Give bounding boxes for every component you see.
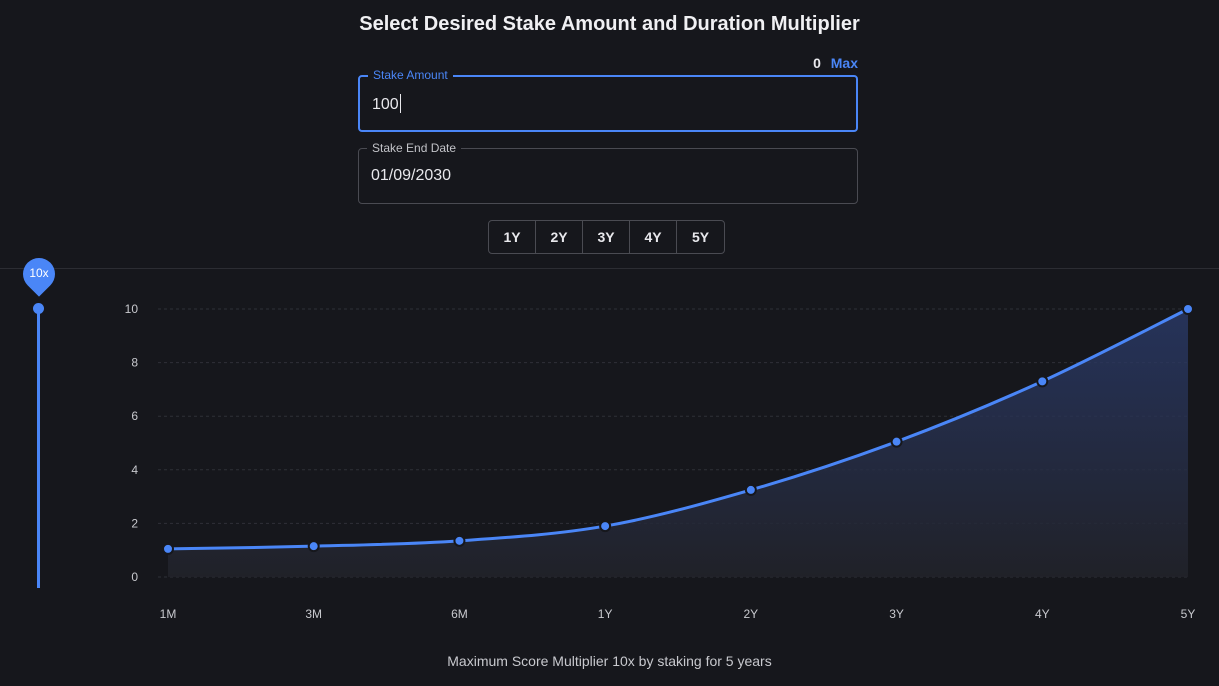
- range-button-5y[interactable]: 5Y: [691, 229, 710, 245]
- range-button-4y[interactable]: 4Y: [630, 221, 677, 253]
- stake-amount-label: Stake Amount: [368, 68, 453, 82]
- y-tick-label: 6: [131, 409, 138, 423]
- area-fill: [168, 309, 1188, 577]
- range-button-3y[interactable]: 3Y: [583, 221, 630, 253]
- data-point: [599, 520, 612, 533]
- stake-amount-field[interactable]: Stake Amount 100: [358, 68, 858, 132]
- x-tick-label: 4Y: [1035, 607, 1050, 621]
- section-divider: [0, 268, 1219, 269]
- text-caret: [399, 93, 401, 113]
- series-line: [167, 307, 1189, 551]
- stake-end-date-field[interactable]: Stake End Date 01/09/2030: [358, 141, 858, 204]
- y-tick-label: 0: [131, 570, 138, 584]
- balance-row: 0 Max: [358, 55, 858, 71]
- multiplier-slider-thumb[interactable]: [33, 303, 44, 314]
- range-button-1y[interactable]: 1Y: [489, 221, 536, 253]
- duration-range-group: 1Y 2Y 3Y 4Y 5Y: [488, 220, 725, 254]
- max-button[interactable]: Max: [830, 55, 858, 71]
- x-tick-label: 3Y: [889, 607, 904, 621]
- data-point: [1182, 303, 1194, 315]
- x-tick-label: 1M: [160, 607, 177, 621]
- data-point: [1036, 375, 1049, 388]
- stake-end-date-input[interactable]: 01/09/2030: [371, 167, 452, 184]
- data-point: [453, 534, 466, 547]
- balance-value: 0: [813, 55, 821, 71]
- stake-amount-input[interactable]: 100: [372, 95, 399, 113]
- data-point: [890, 435, 903, 448]
- range-button-2y[interactable]: 2Y: [536, 221, 583, 253]
- data-point: [162, 542, 174, 555]
- y-tick-label: 10: [125, 302, 139, 316]
- multiplier-slider-value: 10x: [29, 266, 49, 280]
- x-tick-label: 6M: [451, 607, 468, 621]
- x-tick-label: 5Y: [1181, 607, 1196, 621]
- data-point: [744, 483, 757, 496]
- chart-caption: Maximum Score Multiplier 10x by staking …: [447, 653, 772, 669]
- x-tick-label: 1Y: [598, 607, 613, 621]
- stake-end-date-label: Stake End Date: [367, 141, 462, 155]
- page-title: Select Desired Stake Amount and Duration…: [359, 13, 860, 35]
- y-tick-label: 2: [131, 516, 138, 530]
- y-tick-label: 8: [131, 356, 138, 370]
- x-tick-label: 2Y: [744, 607, 759, 621]
- multiplier-slider-track[interactable]: [37, 309, 40, 588]
- y-tick-label: 4: [131, 463, 138, 477]
- x-tick-label: 3M: [305, 607, 322, 621]
- data-point: [307, 540, 320, 553]
